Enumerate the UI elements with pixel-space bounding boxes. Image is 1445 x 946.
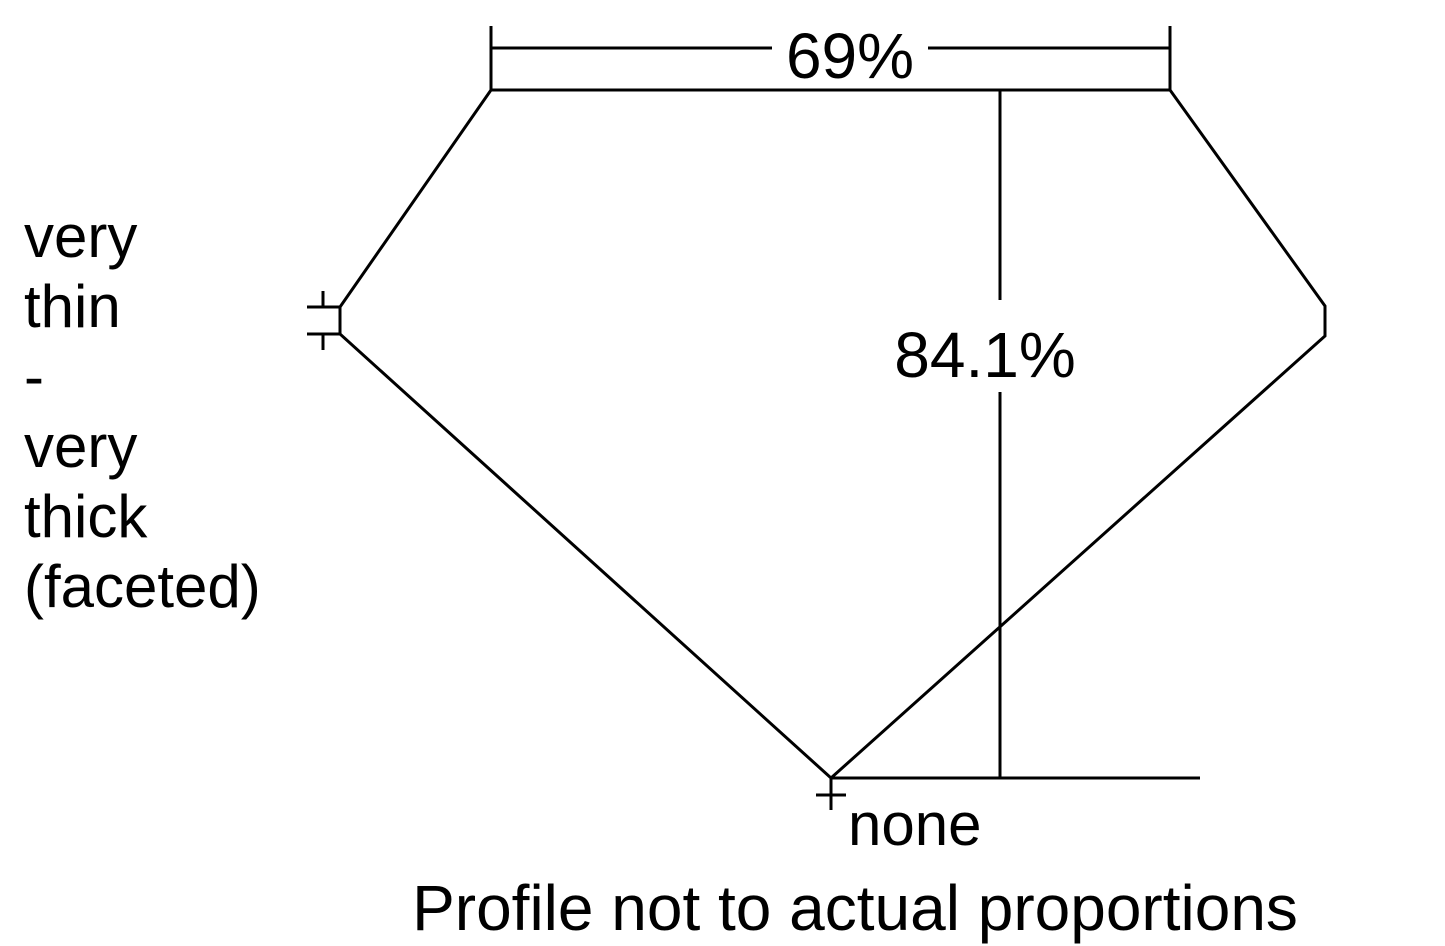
- svg-text:-: -: [24, 343, 44, 410]
- caption: Profile not to actual proportions: [412, 872, 1298, 944]
- svg-text:very: very: [24, 203, 137, 270]
- culet-label: none: [848, 791, 981, 858]
- gem-outline: [338, 88, 1327, 781]
- table-percent-label: 69%: [786, 20, 914, 92]
- svg-text:thick: thick: [24, 483, 148, 550]
- svg-text:thin: thin: [24, 273, 121, 340]
- svg-text:very: very: [24, 413, 137, 480]
- svg-text:(faceted): (faceted): [24, 553, 261, 620]
- depth-percent-label: 84.1%: [894, 319, 1075, 391]
- girdle-label: very thin - very thick (faceted): [24, 203, 261, 620]
